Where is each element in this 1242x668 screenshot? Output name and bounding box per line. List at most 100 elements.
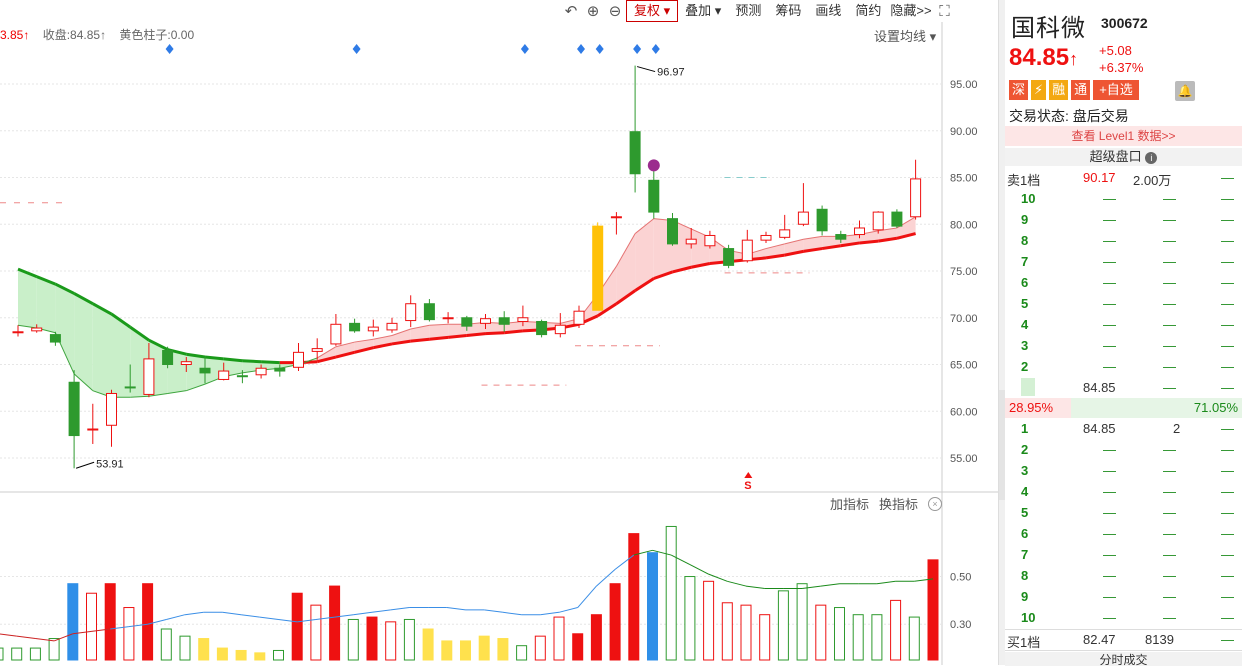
volume-ma-line <box>633 549 653 556</box>
bid-price: 84.85 <box>1083 421 1116 436</box>
bid-dash: — <box>1221 442 1234 457</box>
add-watchlist-button[interactable]: +自选 <box>1093 80 1139 100</box>
ma-long-line <box>373 342 393 350</box>
ask-vol: — <box>1163 191 1176 206</box>
ma-long-line <box>204 355 224 361</box>
add-indicator-button[interactable]: 加指标 <box>830 497 870 512</box>
fuquan-button[interactable]: 复权 ▾ <box>626 0 679 22</box>
bid-price: — <box>1103 610 1116 625</box>
ma-long-line <box>335 350 355 359</box>
candle-body <box>124 386 136 389</box>
fullscreen-icon[interactable]: ⛶ <box>939 2 950 20</box>
candle-body <box>648 179 660 213</box>
zoom-in-icon[interactable]: ⊕ <box>586 3 600 20</box>
ma-long-line <box>354 346 374 354</box>
tong-badge[interactable]: 通 <box>1071 80 1091 100</box>
bid-vol: — <box>1163 589 1176 604</box>
splitter-grip[interactable] <box>999 390 1005 500</box>
ma-long-line <box>466 332 486 338</box>
candle-body <box>667 218 678 245</box>
candle-body <box>872 211 884 231</box>
ma-short-line <box>429 323 449 326</box>
ask-dash: — <box>1221 254 1234 269</box>
ask-dash: — <box>1221 380 1234 395</box>
bid-vol: — <box>1163 610 1176 625</box>
volume-bar <box>497 638 509 661</box>
info-icon[interactable]: i <box>1145 152 1158 164</box>
candle-body <box>293 351 304 368</box>
bid-price: — <box>1103 547 1116 562</box>
ask-top-price: 90.17 <box>1083 170 1116 185</box>
close-indicator-icon[interactable]: × <box>928 496 943 511</box>
bid-dash: — <box>1221 547 1234 562</box>
ma-short-line <box>373 335 393 340</box>
level1-link[interactable]: 查看 Level1 数据>> <box>1005 126 1242 146</box>
ma-band-segment <box>392 328 411 344</box>
volume-ma-line <box>652 549 672 556</box>
zoom-out-icon[interactable]: ⊖ <box>608 3 622 20</box>
ma-long-line <box>110 312 132 329</box>
candle-body <box>49 334 61 343</box>
signal-diamond <box>595 44 604 54</box>
ask-level: 6 <box>1021 275 1029 290</box>
ask1-highlight <box>1021 378 1035 396</box>
candle-body <box>199 367 211 374</box>
shen-badge[interactable]: 深 <box>1009 80 1029 100</box>
price-value: 84.85 <box>1009 44 1070 71</box>
volume-bar <box>740 604 752 661</box>
kline-chart[interactable]: 95.00 90.00 85.00 80.00 75.00 70.00 65.00 60.00… <box>0 0 998 665</box>
rong-badge[interactable]: 融 <box>1049 80 1069 100</box>
jianyue-button[interactable]: 简约 <box>855 3 882 18</box>
volume-bar <box>534 635 546 661</box>
price-tick-label: 80.00 <box>950 219 978 231</box>
indicator-buttons: 加指标 换指标 × <box>830 494 943 513</box>
swap-indicator-button[interactable]: 换指标 <box>879 497 919 512</box>
lightning-icon[interactable]: ⚡ <box>1031 80 1047 100</box>
panel-splitter[interactable] <box>998 0 1005 665</box>
change-value: +5.08 <box>1099 43 1132 58</box>
ask-dash: — <box>1221 212 1234 227</box>
ma-short-line <box>335 341 355 348</box>
bid-row: 8 — — — <box>1005 565 1242 586</box>
bid-price: — <box>1103 463 1116 478</box>
bid-vol: — <box>1163 484 1176 499</box>
info-row: 3.85↑ 收盘:84.85↑ 黄色柱子:0.00 <box>0 26 194 43</box>
volume-bar <box>703 580 715 661</box>
ma-short-line <box>615 233 636 267</box>
ask-row: 10 — — — <box>1005 188 1242 209</box>
chouma-button[interactable]: 筹码 <box>775 3 802 18</box>
ma-long-line <box>840 241 860 248</box>
diejia-button[interactable]: 叠加 ▾ <box>685 3 722 18</box>
volume-ma-line <box>390 607 410 611</box>
candle-body <box>274 367 286 372</box>
bell-icon[interactable]: 🔔 <box>1175 81 1195 101</box>
ma-long-line <box>54 282 75 295</box>
candle-body <box>797 211 809 225</box>
set-ma-button[interactable]: 设置均线 ▾ <box>874 29 937 44</box>
ma-long-line <box>429 335 449 341</box>
huaxian-button[interactable]: 画线 <box>815 3 842 18</box>
tick-trades-header[interactable]: 分时成交 <box>1005 652 1242 667</box>
bid-price: — <box>1103 526 1116 541</box>
signal-diamond <box>651 44 660 54</box>
volume-ma-line <box>222 611 242 616</box>
ma-long-line <box>186 352 206 359</box>
low-label: 53.91 <box>96 458 124 470</box>
volume-bar <box>460 640 471 661</box>
undo-icon[interactable]: ↶ <box>564 3 578 20</box>
ma-band-segment <box>616 233 636 304</box>
ask-vol: — <box>1163 233 1176 248</box>
bid-top-price: 82.47 <box>1083 632 1116 647</box>
yuce-button[interactable]: 预测 <box>735 3 762 18</box>
volume-bar <box>777 590 789 661</box>
ma-short-line <box>316 346 337 359</box>
volume-ma-line <box>241 614 260 618</box>
ma-long-line <box>821 244 842 251</box>
candle-body <box>517 317 529 322</box>
ma-band-segment <box>429 324 449 340</box>
ask-level: 10 <box>1021 191 1036 206</box>
yincang-button[interactable]: 隐藏>> <box>890 3 932 18</box>
volume-ma-line <box>614 554 635 570</box>
kline-chart-area[interactable]: 95.00 90.00 85.00 80.00 75.00 70.00 65.00 60.00… <box>0 0 998 665</box>
ma-band-segment <box>448 324 467 338</box>
